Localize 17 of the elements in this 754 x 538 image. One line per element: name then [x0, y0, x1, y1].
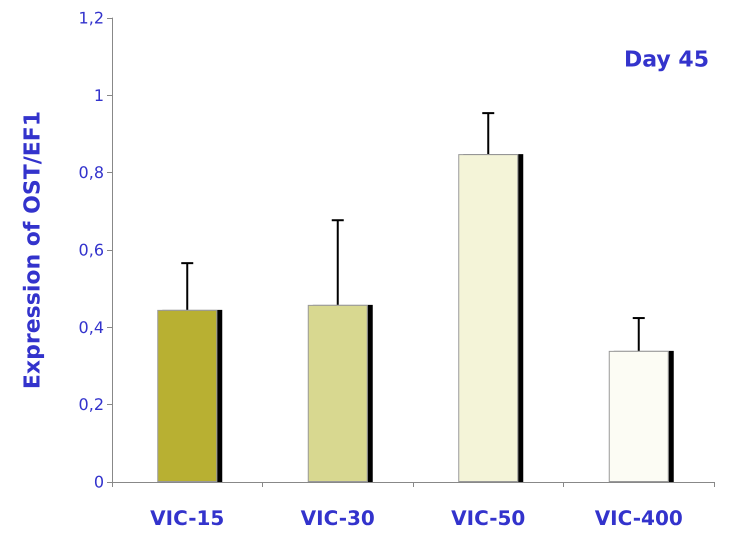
y-tick-label: 0,6	[78, 240, 104, 260]
x-tick-label: VIC-400	[594, 506, 683, 530]
x-tick-label: VIC-30	[300, 506, 375, 530]
y-tick-label: 0	[94, 472, 104, 492]
bar	[157, 310, 218, 482]
bar	[608, 350, 669, 482]
text: Day 45	[624, 48, 709, 72]
x-tick-label: VIC-50	[451, 506, 526, 530]
y-tick-label: 0,8	[78, 163, 104, 182]
bar	[308, 304, 368, 482]
x-tick-label: VIC-15	[150, 506, 224, 530]
bar	[458, 154, 518, 482]
y-tick-label: 1,2	[78, 8, 104, 28]
y-tick-label: 0,2	[78, 395, 104, 414]
y-tick-label: 1	[94, 86, 104, 105]
y-axis-title: Expression of OST/EF1	[20, 110, 46, 390]
y-tick-label: 0,4	[78, 318, 104, 337]
